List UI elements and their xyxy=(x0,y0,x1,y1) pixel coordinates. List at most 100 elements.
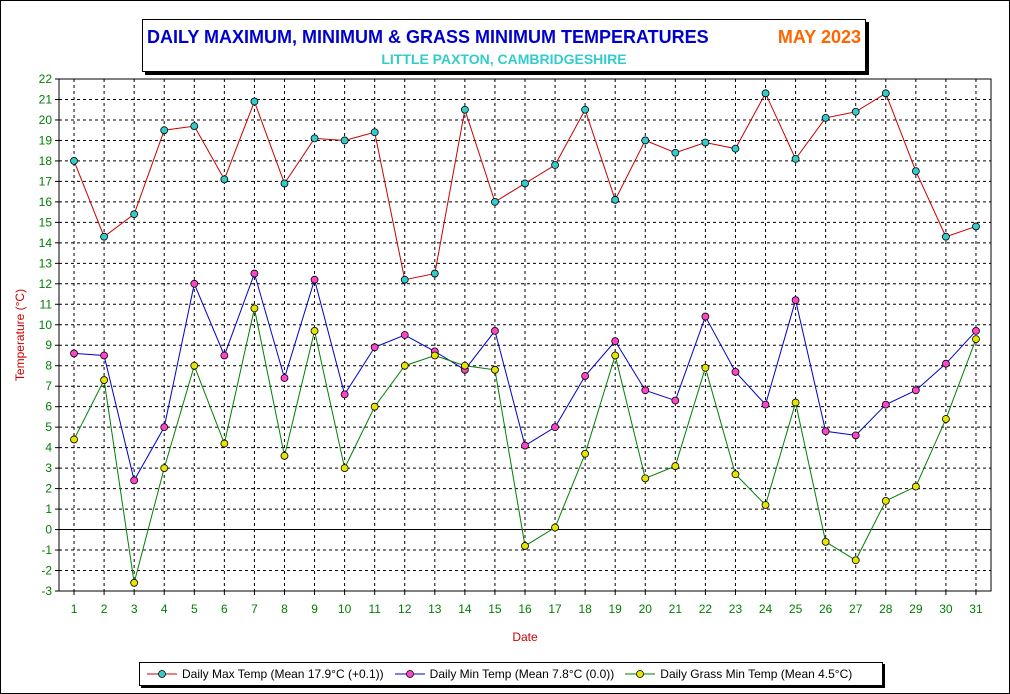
y-tick-label: 11 xyxy=(40,297,53,311)
y-tick-label: 10 xyxy=(39,318,53,332)
data-point-min xyxy=(911,386,920,395)
data-point-max xyxy=(460,105,469,114)
x-tick-label: 11 xyxy=(368,602,381,616)
data-point-max xyxy=(851,107,860,116)
x-tick-label: 21 xyxy=(669,602,683,616)
data-point-max xyxy=(731,144,740,153)
data-point-max xyxy=(310,134,319,143)
data-point-max xyxy=(821,114,830,122)
data-point-max xyxy=(100,232,108,241)
x-tick-label: 16 xyxy=(518,602,532,616)
data-point-min xyxy=(400,331,409,339)
data-point-min xyxy=(370,343,379,352)
data-point-min xyxy=(671,396,680,405)
data-point-max xyxy=(190,122,199,131)
data-point-grass xyxy=(942,415,950,423)
data-point-max xyxy=(130,210,139,219)
plot-area xyxy=(58,78,992,592)
y-tick-label: -2 xyxy=(41,564,52,578)
grid-layer xyxy=(58,78,992,592)
data-point-min xyxy=(130,476,139,485)
legend-dot-min xyxy=(405,670,414,678)
data-point-grass xyxy=(641,474,650,483)
data-point-max xyxy=(340,136,349,145)
data-point-min xyxy=(972,327,980,335)
data-point-max xyxy=(551,161,559,169)
chart-title: DAILY MAXIMUM, MINIMUM & GRASS MINIMUM T… xyxy=(147,27,709,47)
data-point-max xyxy=(791,154,800,163)
legend-dot-max xyxy=(158,670,166,678)
y-tick-label: 16 xyxy=(39,195,53,209)
data-point-max xyxy=(641,136,650,145)
y-tick-label: 9 xyxy=(45,338,52,352)
data-point-min xyxy=(791,296,800,305)
x-tick-label: 5 xyxy=(191,602,198,616)
data-point-grass xyxy=(130,578,139,587)
data-point-min xyxy=(821,427,830,436)
data-point-grass xyxy=(551,523,559,532)
x-tick-label: 12 xyxy=(398,602,412,616)
x-tick-label: 20 xyxy=(639,602,653,616)
data-point-max xyxy=(70,157,78,165)
y-tick-label: 20 xyxy=(39,113,53,127)
data-point-max xyxy=(701,138,710,147)
data-point-grass xyxy=(821,537,830,546)
data-point-grass xyxy=(911,482,920,491)
data-point-grass xyxy=(160,464,169,473)
data-point-grass xyxy=(972,335,980,343)
data-point-max xyxy=(521,179,529,188)
data-point-max xyxy=(491,197,499,206)
axis-layer: -3-2-10123456789101112131415161718192021… xyxy=(39,72,983,616)
data-point-min xyxy=(521,441,529,450)
data-point-grass xyxy=(881,496,890,505)
data-point-grass xyxy=(250,304,259,313)
x-tick-label: 25 xyxy=(789,602,803,616)
y-tick-label: 3 xyxy=(45,461,52,475)
chart-month: MAY 2023 xyxy=(777,27,861,47)
data-point-max xyxy=(972,222,980,231)
x-tick-label: 14 xyxy=(458,602,472,616)
data-point-min xyxy=(491,327,499,335)
data-point-max xyxy=(370,128,379,137)
x-tick-label: 19 xyxy=(609,602,623,616)
data-point-grass xyxy=(100,376,108,384)
x-tick-label: 15 xyxy=(488,602,502,616)
legend-item-min: Daily Min Temp (Mean 7.8°C (0.0)) xyxy=(394,667,614,681)
y-tick-label: -3 xyxy=(41,584,52,598)
data-point-min xyxy=(551,423,559,432)
data-point-min xyxy=(310,275,319,284)
legend-item-grass: Daily Grass Min Temp (Mean 4.5°C) xyxy=(624,667,852,681)
data-point-max xyxy=(911,167,920,176)
data-point-max xyxy=(280,179,289,188)
data-point-min xyxy=(250,269,259,278)
data-point-grass xyxy=(581,449,590,458)
y-tick-label: 4 xyxy=(45,441,52,455)
series-max xyxy=(70,89,980,284)
x-tick-label: 2 xyxy=(101,602,108,616)
data-point-grass xyxy=(851,556,860,565)
data-point-grass xyxy=(671,462,680,470)
data-point-grass xyxy=(491,365,499,374)
data-point-max xyxy=(881,89,890,98)
series-grass xyxy=(70,304,980,587)
x-tick-label: 17 xyxy=(548,602,562,616)
x-tick-label: 22 xyxy=(699,602,713,616)
x-tick-label: 29 xyxy=(909,602,923,616)
y-tick-label: 22 xyxy=(39,72,53,86)
x-tick-label: 27 xyxy=(849,602,863,616)
data-point-grass xyxy=(370,402,379,411)
x-tick-label: 26 xyxy=(819,602,833,616)
data-point-min xyxy=(942,359,950,368)
y-tick-label: 8 xyxy=(45,359,52,373)
data-point-min xyxy=(761,400,770,409)
x-tick-label: 9 xyxy=(311,602,318,616)
legend: Daily Max Temp (Mean 17.9°C (+0.1)) Dail… xyxy=(139,662,883,686)
series-layer xyxy=(70,89,980,587)
x-tick-label: 13 xyxy=(428,602,442,616)
data-point-min xyxy=(641,386,650,395)
data-point-grass xyxy=(761,501,770,509)
data-point-max xyxy=(220,175,229,184)
y-tick-label: 17 xyxy=(39,174,53,188)
data-point-grass xyxy=(460,361,469,370)
